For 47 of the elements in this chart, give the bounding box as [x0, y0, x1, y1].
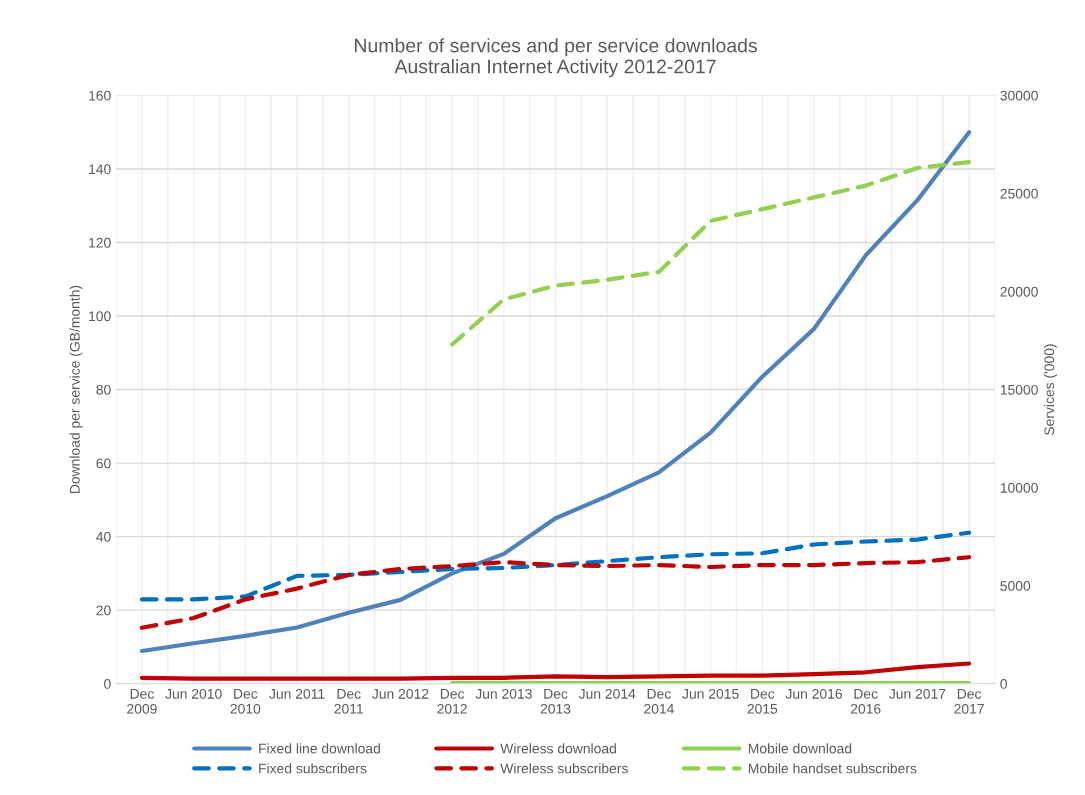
line-series	[450, 159, 972, 347]
line-series	[139, 555, 972, 630]
y2-tick-label: 15000	[1000, 384, 1038, 395]
line-series	[139, 130, 972, 654]
y2-tick-label: 25000	[1000, 188, 1038, 199]
line-series	[139, 530, 972, 602]
x-tick-label: Dec 2012	[437, 689, 467, 714]
legend-label: Wireless download	[500, 743, 616, 754]
y2-tick-label: 10000	[1000, 482, 1038, 493]
x-tick-label: Dec 2011	[334, 689, 363, 714]
legend-label: Mobile handset subscribers	[748, 763, 917, 774]
x-tick-label: Jun 2017	[889, 688, 946, 699]
y-tick-label: 60	[96, 458, 111, 469]
y-tick-label: 0	[104, 679, 111, 689]
y-tick-label: 140	[89, 164, 111, 175]
x-tick-label: Dec 2009	[127, 689, 157, 714]
y2-tick-label: 0	[1000, 679, 1007, 689]
x-tick-label: Jun 2011	[269, 688, 325, 699]
x-tick-label: Dec 2013	[540, 689, 571, 714]
y-tick-label: 80	[96, 384, 111, 395]
x-tick-label: Jun 2016	[785, 688, 842, 699]
y-tick-label: 160	[89, 90, 111, 101]
chart-title: Number of services and per service downloads Australian Internet Activity 2012-2017	[355, 38, 757, 78]
y-tick-label: 40	[96, 531, 111, 542]
y-axis-title: Download per service (GB/month)	[69, 285, 83, 493]
y2-tick-label: 30000	[1000, 90, 1038, 101]
x-tick-label: Dec 2015	[747, 689, 778, 714]
y2-tick-label: 5000	[1000, 580, 1031, 591]
legend-label: Fixed line download	[259, 743, 380, 754]
y-tick-label: 100	[89, 311, 111, 322]
y-tick-label: 120	[89, 237, 111, 248]
y-tick-label: 20	[96, 605, 111, 616]
legend-label: Fixed subscribers	[259, 763, 367, 774]
x-tick-label: Jun 2012	[372, 688, 429, 699]
line-series	[139, 661, 972, 681]
x-tick-label: Dec 2010	[230, 689, 261, 714]
y2-tick-label: 20000	[1000, 286, 1038, 297]
x-tick-label: Dec 2016	[850, 689, 881, 714]
x-tick-label: Dec 2017	[954, 689, 984, 714]
x-tick-label: Dec 2014	[644, 689, 674, 714]
x-tick-label: Jun 2010	[165, 688, 222, 699]
x-tick-label: Jun 2014	[578, 688, 636, 699]
legend-label: Mobile download	[748, 743, 852, 754]
x-tick-label: Jun 2013	[475, 688, 532, 699]
x-tick-label: Jun 2015	[682, 688, 739, 699]
y2-axis-title: Services ('000)	[1043, 344, 1057, 436]
legend-label: Wireless subscribers	[500, 763, 628, 774]
